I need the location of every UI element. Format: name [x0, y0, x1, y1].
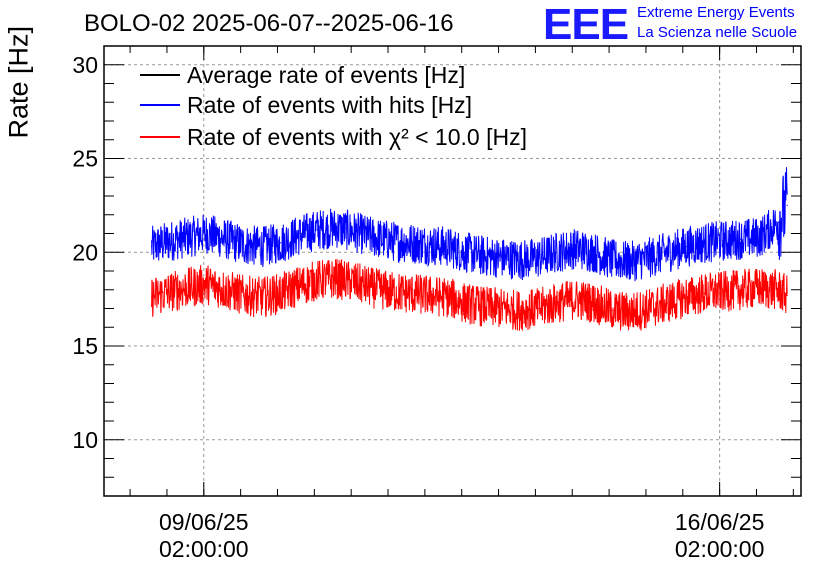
axis-ticks: 101520253009/06/2502:00:0016/06/2502:00:…: [72, 45, 801, 562]
series-point-2: [427, 294, 429, 296]
series-point-2: [593, 302, 595, 304]
series-point-2: [353, 281, 355, 283]
x-tick-date: 09/06/25: [159, 509, 249, 535]
series-point-1: [169, 240, 171, 242]
series-point-2: [390, 291, 392, 293]
series-point-2: [648, 307, 650, 310]
series-point-1: [445, 246, 447, 248]
series-point-1: [519, 259, 521, 261]
series-point-1: [261, 246, 263, 248]
series-point-2: [758, 287, 761, 289]
series-point-1: [629, 261, 632, 263]
series-point-2: [574, 298, 576, 300]
series-point-1: [501, 257, 503, 259]
series-point-1: [298, 234, 300, 236]
eee-logo: EEE: [543, 0, 629, 49]
series-point-1: [574, 247, 576, 250]
series-point-1: [758, 236, 761, 238]
legend: Average rate of events [Hz] Rate of event…: [140, 62, 527, 150]
series-point-1: [353, 231, 355, 233]
series-point-2: [556, 302, 558, 304]
series-point-1: [316, 229, 318, 231]
series-point-2: [740, 289, 742, 291]
series-point-1: [593, 251, 595, 253]
series-point-2: [666, 302, 669, 304]
series-point-2: [372, 287, 374, 289]
grid-lines: [104, 46, 801, 496]
series-point-2: [786, 294, 788, 296]
series-point-1: [777, 221, 779, 223]
series-point-2: [629, 311, 632, 313]
series-point-1: [482, 255, 484, 257]
series-point-2: [206, 283, 208, 285]
series-point-2: [150, 296, 153, 298]
logo-caption-line1: Extreme Energy Events: [637, 4, 795, 21]
series-point-1: [611, 259, 613, 261]
series-point-1: [556, 251, 558, 253]
series-point-2: [243, 294, 245, 296]
series-point-2: [169, 291, 171, 293]
series-point-2: [408, 292, 411, 295]
series-point-2: [279, 292, 282, 295]
series-point-2: [537, 307, 540, 310]
series-point-1: [648, 257, 650, 259]
y-tick-label: 30: [72, 52, 98, 78]
series-point-2: [685, 296, 687, 298]
series-point-2: [482, 306, 484, 308]
series-point-2: [224, 289, 226, 291]
series-point-1: [786, 204, 788, 206]
series-point-1: [722, 240, 724, 242]
y-tick-label: 20: [72, 239, 98, 265]
series-point-1: [150, 246, 153, 248]
legend-label-0: Average rate of events [Hz]: [187, 62, 465, 88]
series-point-1: [685, 246, 687, 248]
series-point-1: [206, 232, 208, 235]
y-tick-label: 10: [72, 427, 98, 453]
series-point-2: [501, 307, 503, 310]
y-tick-label: 25: [72, 146, 98, 172]
series-point-2: [316, 279, 318, 281]
series-point-1: [335, 227, 337, 229]
series-point-2: [261, 296, 263, 298]
series-point-2: [703, 292, 705, 295]
series-point-1: [427, 244, 429, 246]
x-tick-time: 02:00:00: [675, 536, 765, 562]
series-point-1: [224, 238, 226, 240]
series-point-1: [279, 242, 282, 244]
series-point-2: [298, 285, 300, 287]
series-layer: [150, 167, 788, 331]
series-point-1: [390, 240, 392, 242]
series-point-1: [408, 242, 411, 244]
series-point-1: [666, 251, 669, 253]
series-point-2: [464, 302, 466, 304]
series-point-2: [445, 296, 447, 298]
x-tick-date: 16/06/25: [675, 509, 765, 535]
series-line-1: [151, 167, 788, 282]
series-point-1: [372, 236, 374, 238]
logo-caption-line2: La Scienza nelle Scuole: [637, 24, 798, 41]
series-point-2: [611, 309, 613, 311]
legend-label-1: Rate of events with hits [Hz]: [187, 92, 472, 118]
series-point-2: [335, 277, 337, 280]
series-point-1: [243, 244, 245, 246]
chart-title: BOLO-02 2025-06-07--2025-06-16: [84, 10, 454, 37]
series-point-1: [464, 251, 466, 253]
series-point-2: [519, 309, 521, 311]
series-point-2: [722, 291, 724, 293]
y-tick-label: 15: [72, 333, 98, 359]
series-point-1: [537, 257, 540, 259]
series-point-1: [740, 238, 742, 240]
series-point-1: [187, 236, 190, 238]
x-tick-time: 02:00:00: [159, 536, 249, 562]
legend-label-2: Rate of events with χ² < 10.0 [Hz]: [187, 124, 527, 150]
series-point-2: [777, 289, 779, 291]
series-point-2: [187, 287, 190, 289]
series-line-2: [151, 258, 788, 331]
series-point-1: [703, 242, 705, 244]
